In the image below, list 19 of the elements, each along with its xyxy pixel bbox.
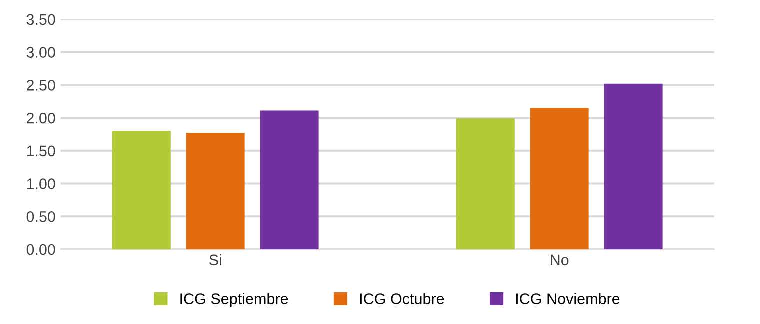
- y-tick-label: 0.00: [26, 244, 56, 256]
- bar: [456, 118, 515, 250]
- y-tick-label: 3.00: [26, 47, 56, 58]
- y-tick-label: 1.00: [27, 178, 56, 190]
- legend-label: ICG Noviembre: [516, 293, 620, 304]
- bar: [186, 133, 245, 250]
- bar: [112, 131, 171, 250]
- bar: [530, 108, 589, 250]
- x-tick-label: No: [551, 254, 569, 266]
- legend-label: ICG Septiembre: [180, 293, 288, 308]
- bar: [260, 110, 319, 250]
- y-tick-label: 2.00: [26, 112, 56, 124]
- legend-label: ICG Octubre: [360, 293, 444, 304]
- y-tick-label: 3.50: [26, 14, 56, 26]
- y-tick-label: 0.50: [26, 211, 56, 222]
- x-tick-label: Si: [210, 254, 222, 266]
- y-tick-label: 2.50: [26, 80, 56, 91]
- bar: [604, 84, 663, 250]
- y-tick-label: 1.50: [27, 146, 56, 157]
